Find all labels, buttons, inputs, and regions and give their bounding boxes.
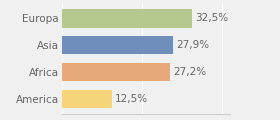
Text: 12,5%: 12,5% [115,94,148,104]
Bar [62,9,192,28]
Bar [62,90,112,108]
Text: 27,9%: 27,9% [176,40,209,50]
Text: 27,2%: 27,2% [174,67,207,77]
Bar [62,36,173,54]
Bar [62,63,171,81]
Text: 32,5%: 32,5% [195,13,228,23]
